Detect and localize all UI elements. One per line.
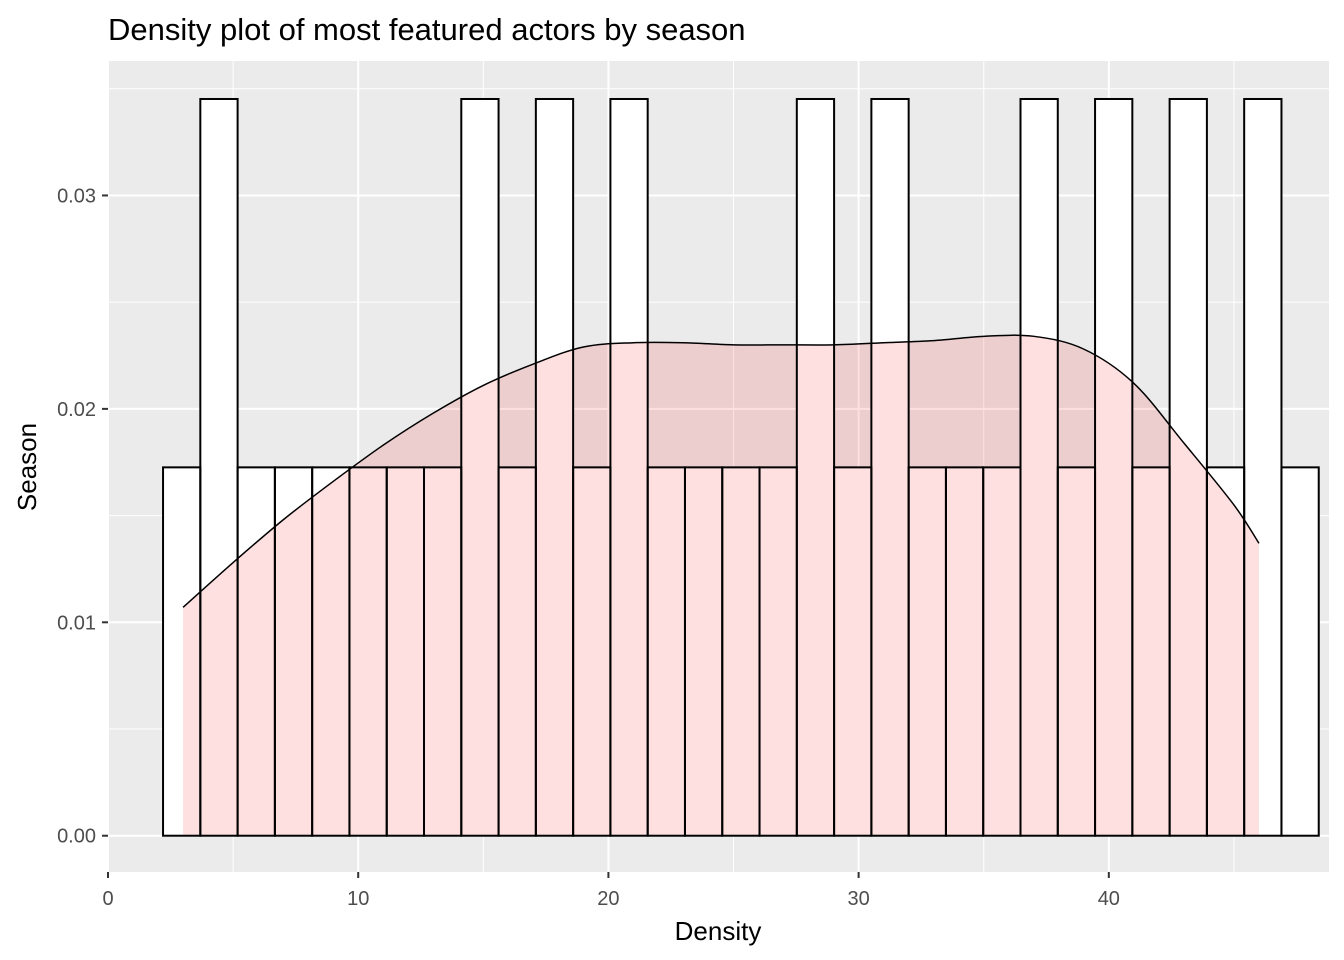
density-area-fill bbox=[183, 335, 1259, 836]
histogram-bar bbox=[386, 467, 425, 836]
histogram-bar bbox=[1281, 467, 1319, 836]
x-tick-label: 20 bbox=[597, 888, 619, 910]
histogram-bars bbox=[163, 98, 1319, 836]
histogram-bar bbox=[424, 467, 462, 836]
x-axis-ticks: 0 10 20 30 40 bbox=[102, 872, 1120, 910]
density-curve bbox=[182, 334, 1260, 608]
x-axis-title: Density bbox=[675, 916, 762, 946]
histogram-bar bbox=[1206, 467, 1245, 836]
histogram-bar bbox=[1020, 98, 1058, 836]
density-area bbox=[183, 335, 1259, 836]
x-tick-label: 30 bbox=[847, 888, 869, 910]
y-axis-ticks: 0.00 0.01 0.02 0.03 bbox=[57, 185, 108, 848]
histogram-bar bbox=[312, 467, 350, 836]
histogram-bar bbox=[1057, 467, 1096, 836]
histogram-bar-outlines bbox=[162, 97, 1320, 837]
histogram-bar bbox=[349, 467, 387, 836]
y-tick-label: 0.03 bbox=[57, 185, 96, 207]
histogram-bar bbox=[498, 467, 536, 836]
histogram-bar bbox=[237, 467, 275, 836]
x-tick-label: 0 bbox=[102, 888, 113, 910]
histogram-bar bbox=[647, 467, 685, 836]
x-tick-label: 10 bbox=[347, 888, 369, 910]
y-tick-label: 0.02 bbox=[57, 399, 96, 421]
histogram-bar bbox=[610, 98, 648, 836]
histogram-bar bbox=[163, 467, 201, 836]
histogram-bar bbox=[1244, 98, 1282, 836]
y-axis-title: Season bbox=[12, 423, 42, 511]
histogram-bar bbox=[908, 467, 946, 836]
y-tick-label: 0.01 bbox=[57, 612, 96, 634]
histogram-bar bbox=[722, 467, 760, 836]
histogram-bar bbox=[759, 467, 797, 836]
histogram-bar bbox=[274, 467, 313, 836]
x-tick-label: 40 bbox=[1098, 888, 1120, 910]
y-tick-label: 0.00 bbox=[57, 826, 96, 848]
histogram-bar bbox=[796, 98, 835, 836]
histogram-bar bbox=[1169, 98, 1207, 836]
histogram-bar bbox=[983, 467, 1021, 836]
histogram-bar bbox=[684, 467, 723, 836]
histogram-bar bbox=[200, 98, 238, 836]
histogram-bar-outline bbox=[1280, 466, 1320, 837]
chart-title: Density plot of most featured actors by … bbox=[108, 12, 746, 47]
histogram-bar bbox=[871, 98, 909, 836]
histogram-bar bbox=[1132, 467, 1170, 836]
histogram-bar bbox=[535, 98, 574, 836]
histogram-bar bbox=[945, 467, 984, 836]
histogram-bar bbox=[461, 98, 499, 836]
histogram-bar bbox=[1095, 98, 1133, 836]
histogram-bar bbox=[834, 467, 872, 836]
histogram-bar bbox=[573, 467, 611, 836]
density-line bbox=[182, 334, 1260, 608]
